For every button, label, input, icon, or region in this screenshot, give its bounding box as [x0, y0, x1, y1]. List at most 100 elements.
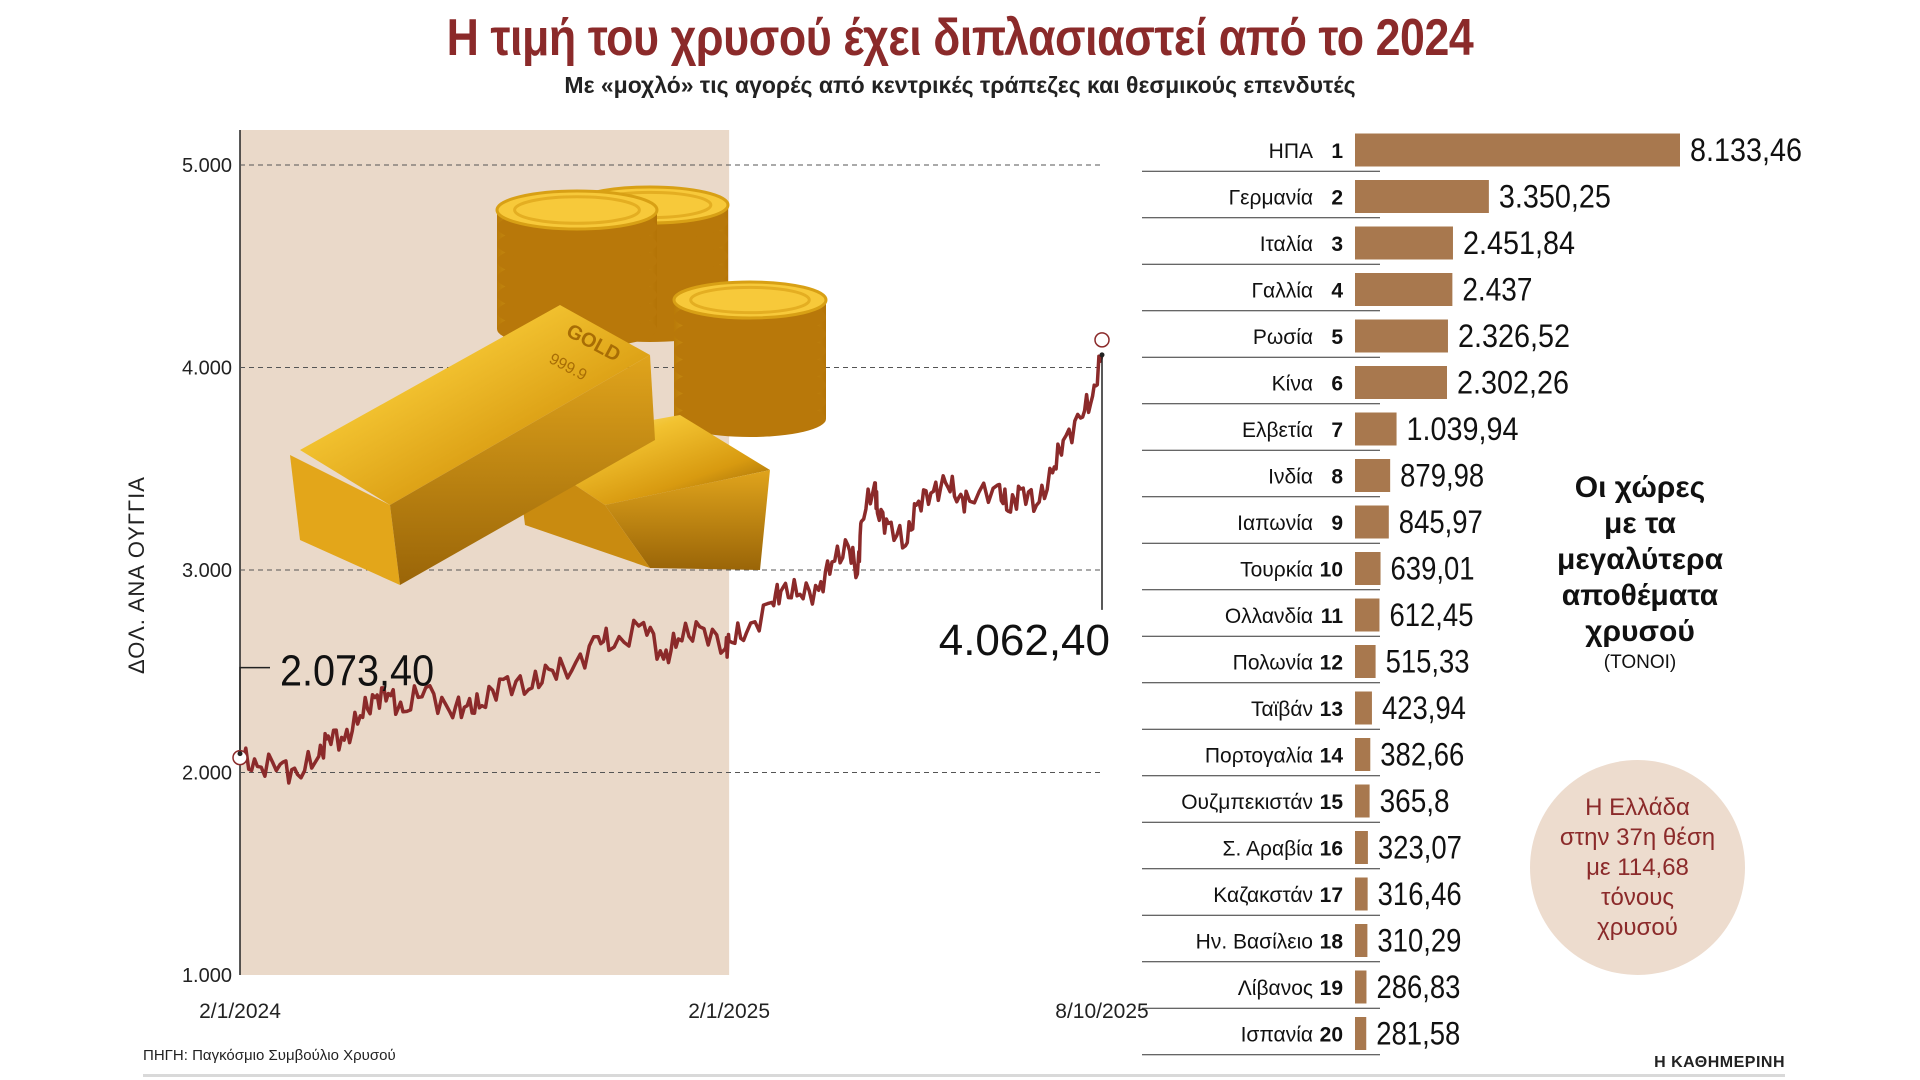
reserve-value-label: 845,97 — [1399, 504, 1483, 540]
greece-note-bubble: Η Ελλάδα στην 37η θέση με 114,68 τόνους … — [1530, 760, 1745, 975]
country-label: Κίνα — [1272, 373, 1313, 396]
reserve-value-label: 2.326,52 — [1458, 318, 1570, 354]
reserve-value-label: 2.437 — [1462, 272, 1532, 308]
bar-chart-title-line: μεγαλύτερα — [1556, 543, 1724, 576]
x-tick-label: 2/1/2024 — [199, 1000, 281, 1023]
source-note: ΠΗΓΗ: Παγκόσμιο Συμβούλιο Χρυσού — [143, 1047, 396, 1064]
rank-label: 13 — [1320, 698, 1343, 721]
reserve-bar — [1355, 1017, 1367, 1050]
gold-bar-front-top — [300, 305, 650, 505]
reserve-value-label: 365,8 — [1380, 783, 1450, 819]
rank-label: 16 — [1320, 838, 1343, 861]
reserve-value-label: 2.451,84 — [1463, 225, 1575, 261]
bar-chart-title-line: με τα — [1604, 507, 1676, 540]
country-label: Ισπανία — [1241, 1024, 1313, 1047]
reserve-value-label: 3.350,25 — [1499, 179, 1611, 215]
y-tick-label: 1.000 — [182, 965, 232, 987]
page-subtitle: Με «μοχλό» τις αγορές από κεντρικές τράπ… — [564, 72, 1356, 98]
country-label: Γερμανία — [1229, 187, 1313, 210]
reserve-bar — [1355, 784, 1370, 818]
x-tick-label: 2/1/2025 — [688, 1000, 770, 1023]
rank-label: 20 — [1320, 1024, 1343, 1047]
bar-chart-title-line: χρυσού — [1585, 615, 1695, 648]
end-value-label: 4.062,40 — [939, 616, 1110, 665]
note-line: στην 37η θέση — [1559, 823, 1716, 851]
gold-bar-front-end — [290, 455, 400, 585]
rank-label: 14 — [1320, 745, 1344, 768]
reserve-bar — [1355, 180, 1489, 213]
publisher-brand: Η ΚΑΘΗΜΕΡΙΝΗ — [1654, 1054, 1785, 1071]
country-label: Ολλανδία — [1225, 605, 1313, 628]
reserve-bar — [1355, 552, 1381, 585]
country-label: Ιταλία — [1260, 233, 1313, 256]
y-tick-label: 5.000 — [182, 155, 232, 177]
reserve-value-label: 515,33 — [1386, 644, 1470, 680]
gold-price-line — [238, 354, 1104, 785]
rank-label: 1 — [1331, 140, 1343, 163]
country-label: Σ. Αραβία — [1223, 838, 1313, 861]
start-marker — [232, 749, 248, 766]
reserve-bar — [1355, 645, 1376, 678]
y-tick-label: 2.000 — [182, 763, 232, 785]
y-tick-label: 3.000 — [182, 560, 232, 582]
note-line: τόνους — [1601, 883, 1674, 911]
bottom-divider — [143, 1074, 1785, 1077]
country-label: Ινδία — [1268, 466, 1313, 489]
rank-label: 8 — [1331, 466, 1343, 489]
reserve-bar — [1355, 970, 1367, 1004]
note-line: Η Ελλάδα — [1585, 793, 1690, 821]
reserve-bar — [1355, 366, 1447, 399]
country-label: Ρωσία — [1253, 326, 1313, 349]
reserve-value-label: 639,01 — [1391, 551, 1475, 587]
rank-label: 4 — [1331, 280, 1343, 303]
country-label: Τουρκία — [1240, 559, 1313, 582]
y-tick-label: 4.000 — [182, 358, 232, 380]
reserve-bar — [1355, 598, 1380, 632]
note-line: χρυσού — [1597, 913, 1678, 941]
reserve-value-label: 316,46 — [1378, 876, 1462, 912]
rank-label: 3 — [1331, 233, 1343, 256]
bar-chart-title: Οι χώρες με τα μεγαλύτερα αποθέματα χρυσ… — [1520, 470, 1760, 650]
end-marker — [1094, 332, 1110, 348]
reserve-value-label: 423,94 — [1382, 690, 1466, 726]
reserve-value-label: 382,66 — [1380, 737, 1464, 773]
country-label: Ουζμπεκιστάν — [1181, 791, 1313, 814]
reserve-bar — [1355, 877, 1368, 911]
reserve-value-label: 2.302,26 — [1457, 365, 1569, 401]
reserve-bar — [1355, 924, 1368, 957]
bar-chart-title-line: αποθέματα — [1561, 579, 1719, 612]
country-label: Πολωνία — [1233, 652, 1313, 675]
start-value-label: 2.073,40 — [280, 646, 434, 695]
reserve-bar — [1355, 691, 1372, 725]
reserve-bar — [1355, 319, 1448, 353]
reserve-bar — [1355, 133, 1680, 167]
rank-label: 10 — [1320, 559, 1343, 582]
rank-label: 19 — [1320, 977, 1343, 1000]
x-tick-label: 8/10/2025 — [1055, 1000, 1148, 1023]
reserve-value-label: 310,29 — [1377, 923, 1461, 959]
rank-label: 6 — [1331, 373, 1343, 396]
rank-label: 17 — [1320, 884, 1343, 907]
country-label: Ην. Βασίλειο — [1196, 931, 1313, 954]
reserve-value-label: 879,98 — [1400, 458, 1484, 494]
gold-bar-rear-side — [605, 470, 770, 570]
country-label: Ταϊβάν — [1251, 698, 1313, 721]
reserve-value-label: 1.039,94 — [1407, 411, 1519, 447]
note-line: με 114,68 — [1586, 853, 1689, 881]
country-label: Πορτογαλία — [1205, 745, 1313, 768]
bar-chart-title-line: Οι χώρες — [1574, 471, 1706, 504]
rank-label: 5 — [1331, 326, 1343, 349]
country-label: Λίβανος — [1238, 977, 1313, 1000]
rank-label: 11 — [1321, 605, 1344, 628]
rank-label: 18 — [1320, 931, 1344, 954]
coin-ring — [689, 285, 811, 315]
start-marker-dot — [237, 751, 243, 757]
reserve-bar — [1355, 273, 1453, 306]
reserve-value-label: 323,07 — [1378, 830, 1462, 866]
gold-bar-front-side — [390, 355, 655, 585]
reserve-bar — [1355, 831, 1368, 864]
country-label: Γαλλία — [1251, 280, 1313, 303]
reserve-value-label: 612,45 — [1389, 597, 1473, 633]
